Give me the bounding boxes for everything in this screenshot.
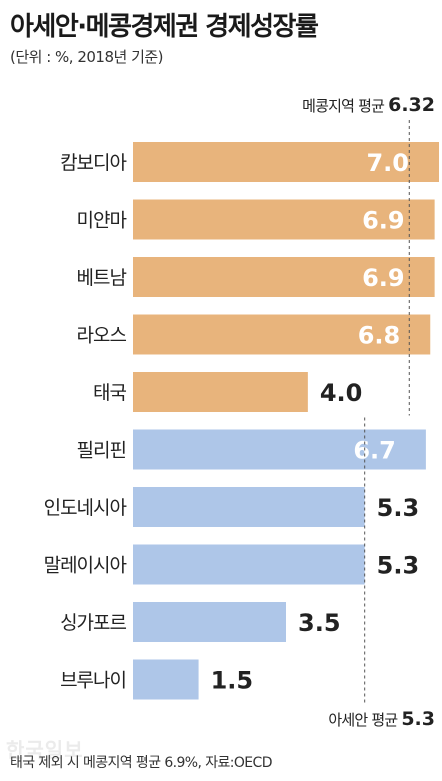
bar	[133, 429, 426, 470]
data-label: 7.0	[366, 149, 409, 177]
data-label: 6.9	[362, 264, 405, 292]
watermark-logo: 한국일보	[6, 738, 84, 762]
bar	[133, 544, 365, 585]
source-note: 태국 제외 시 메콩지역 평균 6.9%, 자료:OECD	[10, 755, 273, 771]
chart-subtitle: (단위 : %, 2018년 기준)	[10, 48, 164, 66]
category-label: 말레이시아	[44, 555, 127, 577]
data-label: 1.5	[211, 667, 254, 695]
category-label: 베트남	[77, 267, 127, 289]
category-label: 브루나이	[60, 670, 126, 692]
data-label: 6.7	[353, 437, 396, 465]
category-label: 인도네시아	[44, 497, 127, 519]
category-label: 캄보디아	[60, 152, 126, 174]
reference-label: 아세안 평균 5.3	[328, 708, 435, 730]
data-label: 6.9	[362, 207, 405, 235]
bar	[133, 142, 439, 182]
data-label: 5.3	[377, 552, 420, 580]
bar	[133, 602, 286, 642]
data-label: 5.3	[377, 494, 420, 522]
bar	[133, 372, 308, 412]
data-label: 4.0	[320, 379, 363, 407]
bar	[133, 257, 435, 297]
bar	[133, 199, 435, 240]
category-label: 라오스	[77, 325, 127, 347]
bar	[133, 314, 431, 355]
category-label: 태국	[93, 382, 126, 404]
chart-title: 아세안·메콩경제권 경제성장률	[10, 12, 319, 42]
bar	[133, 659, 199, 700]
reference-label: 메콩지역 평균 6.32	[302, 94, 435, 116]
data-label: 6.8	[358, 322, 401, 350]
bar	[133, 487, 365, 527]
category-label: 미얀마	[77, 210, 127, 232]
category-label: 필리핀	[77, 440, 126, 462]
category-label: 싱가포르	[60, 612, 126, 634]
data-label: 3.5	[298, 609, 341, 637]
